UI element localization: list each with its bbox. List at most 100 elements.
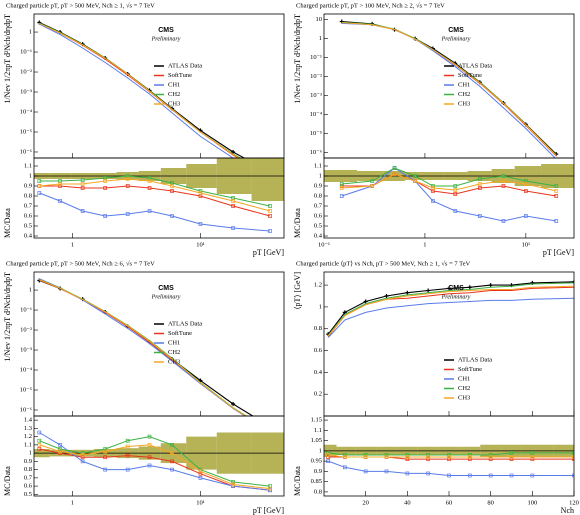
ratio-y-tick-label: 0.4 — [314, 232, 323, 239]
series-line — [39, 22, 241, 158]
series-line — [341, 22, 556, 158]
data-point — [363, 299, 368, 304]
legend-label: CH2 — [168, 91, 180, 98]
ratio-point — [231, 204, 235, 208]
ratio-point — [572, 451, 574, 455]
ratio-point — [147, 455, 152, 460]
data-point — [426, 288, 431, 293]
data-point — [572, 279, 574, 284]
data-point — [447, 286, 451, 291]
legend-label: CH2 — [168, 349, 180, 356]
ratio-line — [328, 454, 574, 458]
legend-label: CH1 — [168, 81, 180, 88]
y-tick-label: 10⁻³ — [20, 89, 32, 96]
ratio-point — [147, 186, 152, 190]
ratio-point — [103, 186, 108, 190]
ratio-point — [384, 455, 389, 459]
ratio-line — [39, 444, 271, 490]
y-tick-label: 10⁻⁴ — [20, 366, 33, 373]
ratio-y-tick-label: 1 — [319, 447, 322, 454]
ratio-point — [509, 457, 514, 461]
x-tick-label: 120 — [569, 499, 579, 506]
ratio-point — [268, 204, 272, 208]
ratio-point — [80, 182, 85, 186]
ratio-point — [170, 451, 174, 455]
ratio-y-tick-label: 0.5 — [24, 491, 32, 498]
y-tick-label: 1.2 — [314, 282, 322, 289]
ratio-point — [447, 453, 451, 457]
ratio-point — [268, 484, 272, 488]
ratio-point — [426, 453, 431, 457]
ratio-point — [125, 444, 130, 449]
series-line — [39, 23, 235, 158]
ratio-point — [477, 182, 482, 186]
ratio-point — [147, 209, 152, 213]
data-point — [467, 285, 472, 290]
ratio-point — [509, 451, 514, 455]
y-tick-label: 10⁻⁵ — [20, 128, 32, 135]
ratio-point — [37, 430, 42, 435]
data-point — [488, 283, 493, 288]
data-point — [231, 401, 236, 406]
legend-label: ATLAS Data — [458, 356, 492, 363]
ratio-point — [339, 182, 344, 186]
ratio-y-tick-label: 0.6 — [24, 212, 33, 219]
ratio-point — [268, 214, 272, 218]
ratio-frame — [323, 157, 575, 239]
ratio-y-tick-label: 1.15 — [311, 417, 322, 424]
ratio-point — [392, 172, 397, 176]
x-tick-label: 60 — [446, 499, 453, 506]
y-tick-label: 10⁻⁴ — [20, 108, 33, 115]
ratio-point — [384, 453, 389, 457]
legend-label: ATLAS Data — [168, 320, 202, 327]
ratio-y-tick-label: 0.7 — [314, 202, 323, 209]
series-line — [327, 285, 574, 337]
x-tick-label: 10¹ — [196, 499, 205, 506]
ratio-line — [341, 167, 557, 187]
y-tick-label: 10⁻² — [20, 69, 32, 76]
legend-label: CH3 — [458, 100, 470, 107]
main-plot — [37, 20, 246, 158]
ratio-point — [342, 453, 347, 457]
ratio-point — [58, 447, 62, 451]
ratio-y-tick-label: 0.5 — [314, 222, 322, 229]
annotation: CMS — [448, 27, 464, 34]
y-tick-label: 10⁻² — [20, 327, 32, 334]
ratio-point — [572, 455, 574, 459]
ratio-line — [39, 175, 271, 207]
ratio-point — [405, 455, 410, 459]
ratio-y-tick-label: 0.7 — [24, 474, 33, 481]
ratio-line — [39, 436, 271, 487]
y-tick-label: 10⁻⁴ — [310, 111, 323, 118]
x-tick-label: 10⁻¹ — [318, 241, 330, 248]
x-tick-label: 80 — [487, 499, 494, 506]
chart-title: Charged particle pT, pT > 100 MeV, Nch ≥… — [296, 1, 445, 9]
y-axis-label: 1/Nev 1/2πpT d²Nch/dηdpT — [3, 14, 12, 104]
ratio-point — [80, 209, 85, 213]
ratio-point — [453, 209, 458, 213]
ratio-point — [488, 453, 493, 457]
y-tick-label: 1 — [319, 35, 322, 42]
chart-title: Charged particle pT, pT > 500 MeV, Nch ≥… — [6, 259, 155, 267]
ratio-point — [453, 192, 458, 196]
ratio-point — [58, 182, 62, 186]
y-tick-label: 0.8 — [314, 325, 322, 332]
ratio-point — [103, 467, 108, 472]
ratio-point — [426, 471, 431, 476]
ratio-y-tick-label: 1.05 — [311, 437, 322, 444]
annotation: CMS — [158, 285, 174, 292]
ratio-y-tick-label: 0.9 — [24, 458, 32, 465]
series-line — [39, 279, 247, 416]
y-tick-label: 10⁻⁶ — [20, 406, 32, 413]
legend-label: SoftTune — [168, 330, 192, 337]
annotation: Preliminary — [441, 294, 471, 300]
legend-label: CH1 — [458, 375, 470, 382]
ratio-y-label: MC/Data — [3, 208, 12, 238]
ratio-point — [572, 457, 574, 461]
series-line — [341, 22, 557, 156]
legend-label: CH2 — [458, 91, 470, 98]
ratio-point — [363, 453, 368, 457]
ratio-point — [125, 184, 130, 188]
ratio-y-tick-label: 0.8 — [314, 192, 322, 199]
y-tick-label: 0.6 — [314, 347, 323, 354]
